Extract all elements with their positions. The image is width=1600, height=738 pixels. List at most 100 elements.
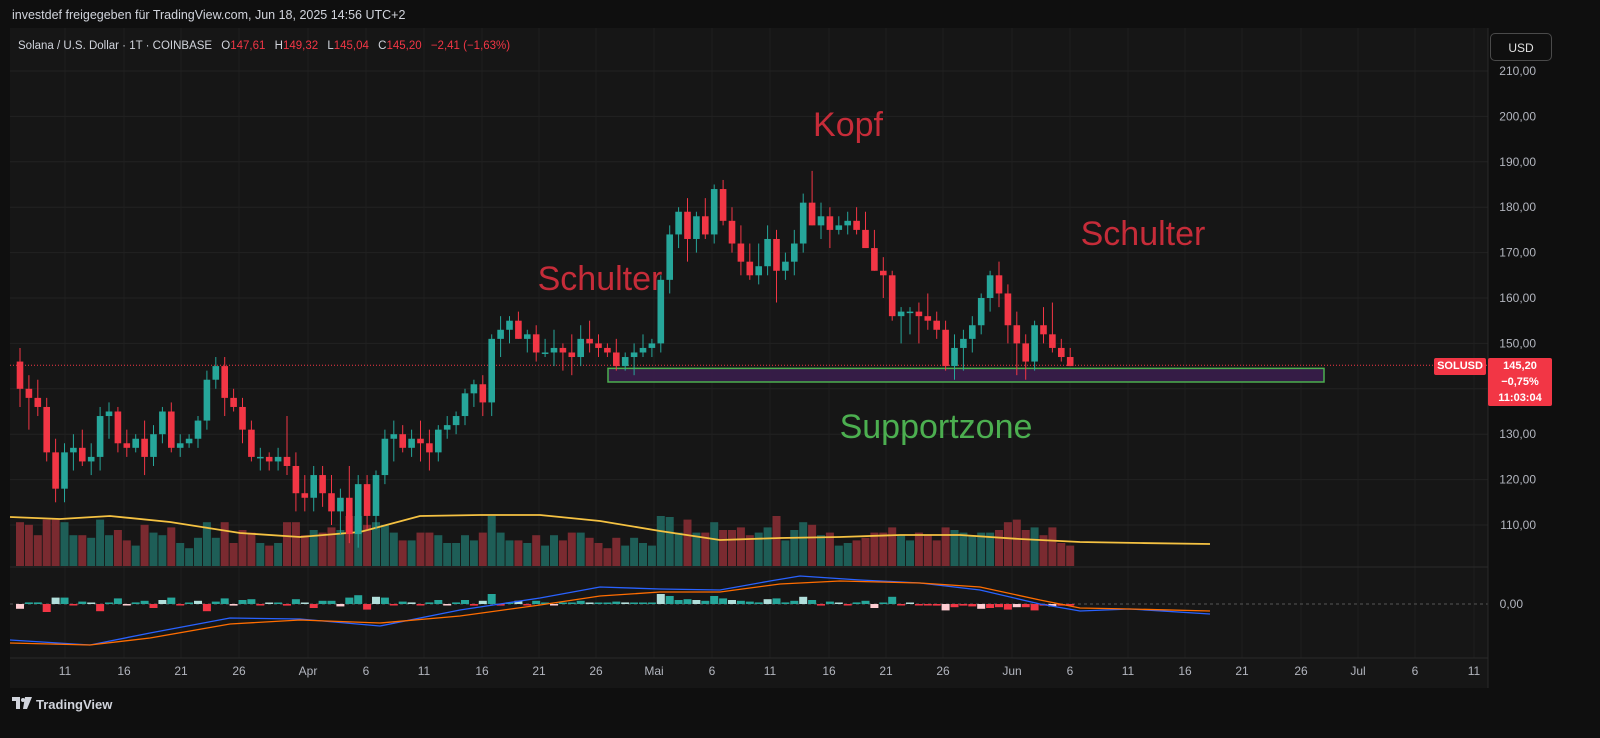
volume-bar [986, 532, 995, 566]
histogram-bar [621, 602, 630, 604]
volume-bar [185, 548, 194, 566]
time-tick-label: 11 [59, 664, 72, 678]
volume-bar [469, 540, 478, 566]
currency-button[interactable]: USD [1490, 33, 1552, 61]
candle-body [702, 216, 709, 235]
candle-body [292, 465, 300, 494]
histogram-bar [861, 600, 870, 604]
candle-body [470, 384, 478, 394]
low-label: L [327, 40, 334, 52]
candle-body [248, 429, 255, 457]
volume-bar [229, 543, 238, 566]
volume-bar [256, 543, 265, 566]
candle-body [426, 443, 433, 453]
histogram-bar [185, 602, 194, 604]
histogram-bar [87, 602, 96, 604]
time-tick-label: 16 [475, 664, 489, 678]
symbol-label[interactable]: Solana / U.S. Dollar · 1T · COINBASE [18, 40, 213, 52]
candle-body [1040, 325, 1047, 335]
header-title: investdef freigegeben für TradingView.co… [12, 8, 406, 22]
price-tick-label: 150,00 [1499, 336, 1536, 350]
volume-bar [1066, 545, 1075, 566]
volume-bar [665, 517, 674, 566]
candle-body [212, 366, 220, 380]
histogram-bar [558, 602, 567, 604]
candle-body [70, 447, 77, 453]
histogram-bar [825, 601, 834, 604]
volume-bar [861, 537, 870, 566]
histogram-bar [665, 596, 674, 604]
histogram-bar [879, 602, 888, 604]
candle-body [346, 497, 353, 535]
volume-bar [532, 535, 541, 566]
histogram-bar [434, 600, 443, 604]
candle-body [639, 347, 647, 353]
candle-body [488, 338, 495, 403]
candle-body [61, 452, 68, 489]
histogram-bar [300, 602, 309, 604]
signal-line [9, 580, 1211, 646]
volume-bar [754, 532, 763, 566]
oscillator-tick-label: 0,00 [1500, 597, 1524, 611]
histogram-bar [977, 604, 986, 609]
candle-body [613, 352, 620, 367]
tradingview-logo-icon [12, 697, 32, 709]
volume-bar [932, 540, 941, 566]
volume-bar [194, 537, 202, 566]
histogram-bar [363, 604, 372, 610]
time-tick-label: 11 [418, 664, 431, 678]
volume-bar [167, 527, 176, 566]
volume-bar [434, 535, 443, 566]
histogram-bar [42, 604, 51, 612]
volume-bar [69, 535, 78, 566]
volume-bar [523, 543, 532, 566]
price-tag-change: −0,75% [1501, 376, 1539, 388]
candle-body [185, 438, 193, 444]
volume-bar [683, 519, 692, 566]
histogram-bar [372, 596, 380, 604]
candle-body [301, 493, 309, 498]
volume-bar [363, 524, 372, 566]
histogram-bar [541, 602, 550, 604]
histogram-bar [728, 600, 736, 604]
time-tick-label: 11 [764, 664, 777, 678]
candle-body [577, 338, 584, 358]
volume-bar [799, 522, 808, 566]
volume-bar [870, 532, 879, 566]
histogram-bar [69, 604, 78, 606]
volume-bar [158, 535, 167, 566]
candle-body [693, 216, 700, 239]
candle-body [817, 216, 825, 226]
histogram-bar [763, 599, 772, 604]
candle-body [1022, 343, 1029, 362]
candle-body [960, 338, 967, 348]
candle-body [506, 320, 513, 330]
candle-body [897, 311, 905, 317]
candle-body [835, 225, 843, 230]
high-label: H [274, 40, 283, 52]
candle-body [265, 456, 273, 462]
histogram-bar [781, 602, 790, 604]
volume-bar [1021, 530, 1030, 566]
candle-body [337, 497, 344, 512]
histogram-bar [60, 597, 69, 604]
histogram-bar [149, 604, 158, 608]
volume-bar [24, 524, 33, 566]
volume-bar [710, 522, 719, 566]
candle-body [114, 411, 122, 444]
volume-bar [202, 522, 211, 566]
volume-bar [318, 532, 327, 566]
candle-body [497, 329, 504, 339]
histogram-bar [950, 604, 959, 608]
volume-bar [639, 543, 647, 566]
support-zone [607, 367, 1325, 383]
candle-body [274, 456, 282, 462]
histogram-bar [211, 601, 220, 604]
brand-label[interactable]: TradingView [36, 697, 113, 712]
histogram-bar [585, 602, 594, 604]
time-tick-label: 16 [1178, 664, 1192, 678]
candle-body [684, 211, 691, 239]
candle-body [381, 438, 389, 476]
